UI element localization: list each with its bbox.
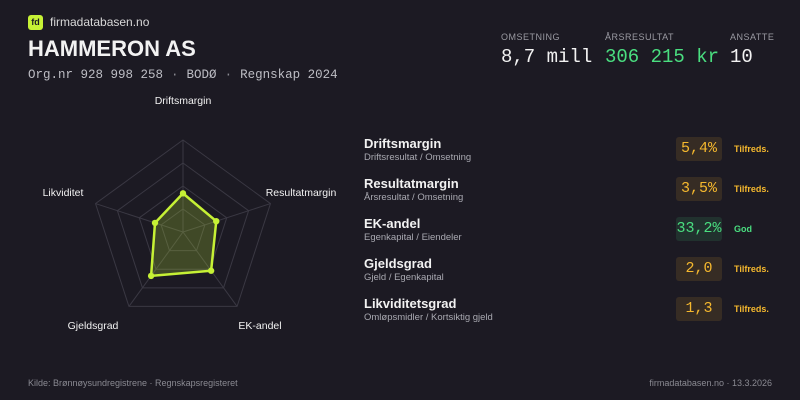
metric-name: Gjeldsgrad xyxy=(364,256,432,271)
kpi-value: 306 215 kr xyxy=(605,46,720,68)
metric-rating: Tilfreds. xyxy=(734,144,769,154)
metric-formula: Egenkapital / Eiendeler xyxy=(364,232,462,243)
metric-formula: Årsresultat / Omsetning xyxy=(364,192,464,203)
kpi-label: ANSATTE xyxy=(730,32,775,42)
grid-ring xyxy=(116,162,250,289)
axis-label: Gjeldsgrad xyxy=(68,320,119,332)
kpi-value: 8,7 mill xyxy=(501,46,593,68)
metric-name: Resultatmargin xyxy=(364,176,459,191)
axis-spoke xyxy=(95,203,184,233)
metric-value: 2,0 xyxy=(676,257,722,281)
axis-spoke xyxy=(182,203,271,233)
metric-formula: Omløpsmidler / Kortsiktig gjeld xyxy=(364,312,493,323)
axis-label: Resultatmargin xyxy=(266,187,337,199)
metric-name: Likviditetsgrad xyxy=(364,296,457,311)
separator: · xyxy=(224,68,233,82)
meta-item: Org.nr 928 998 258 xyxy=(28,68,164,82)
metric-rating: God xyxy=(734,224,752,234)
metric-rating: Tilfreds. xyxy=(734,264,769,274)
grid-ring xyxy=(94,139,272,307)
axis-label: Likviditet xyxy=(43,187,84,199)
radar-point xyxy=(207,267,215,274)
metric-value: 5,4% xyxy=(676,137,722,161)
meta-item: BODØ xyxy=(186,68,217,82)
axis-label: EK-andel xyxy=(238,320,281,332)
metric-name: Driftsmargin xyxy=(364,136,442,151)
metric-formula: Gjeld / Egenkapital xyxy=(364,272,444,283)
radar-point xyxy=(147,272,155,280)
kpi-label: ÅRSRESULTAT xyxy=(605,32,675,42)
footer-site: firmadatabasen.no · 13.3.2026 xyxy=(649,378,772,388)
metric-name: EK-andel xyxy=(364,216,421,231)
company-meta: Org.nr 928 998 258 · BODØ · Regnskap 2024 xyxy=(28,68,338,82)
radar-point xyxy=(213,217,220,225)
metric-value: 33,2% xyxy=(676,217,722,241)
metric-value: 1,3 xyxy=(676,297,722,321)
kpi-label: OMSETNING xyxy=(501,32,561,42)
meta-item: Regnskap 2024 xyxy=(240,68,338,82)
kpi-value: 10 xyxy=(730,46,753,68)
axis-spoke xyxy=(128,231,184,307)
grid-ring xyxy=(160,208,206,252)
radar-point xyxy=(179,190,187,197)
metric-rating: Tilfreds. xyxy=(734,304,769,314)
metric-formula: Driftsresultat / Omsetning xyxy=(364,152,472,163)
footer-source: Kilde: Brønnøysundregistrene · Regnskaps… xyxy=(28,378,238,388)
radar-area xyxy=(149,191,218,278)
brand-name[interactable]: firmadatabasen.no xyxy=(50,15,150,29)
metric-rating: Tilfreds. xyxy=(734,184,769,194)
radar-point xyxy=(151,219,159,227)
grid-ring xyxy=(138,185,228,270)
metric-value: 3,5% xyxy=(676,177,722,201)
axis-label: Driftsmargin xyxy=(155,95,212,107)
company-name: HAMMERON AS xyxy=(28,36,196,61)
separator: · xyxy=(171,68,179,82)
brand-icon: fd xyxy=(28,15,43,30)
